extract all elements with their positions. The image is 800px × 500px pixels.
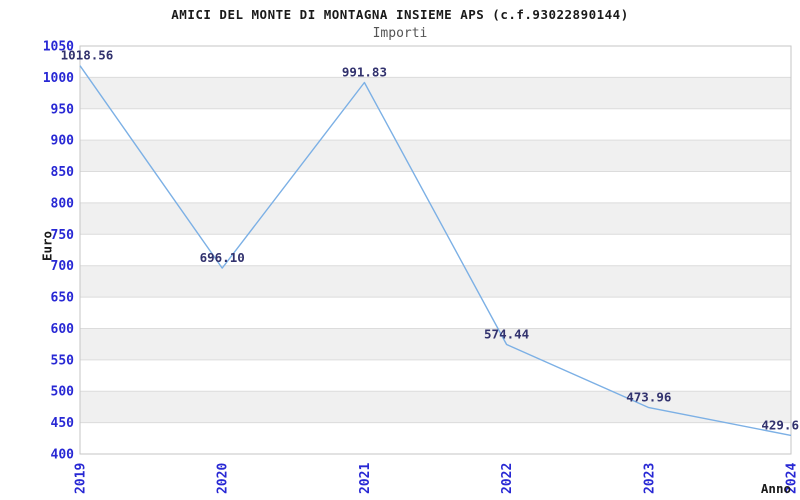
- y-tick-label: 1050: [43, 40, 74, 55]
- x-axis-title: Anno: [760, 481, 791, 496]
- x-tick-label: 2020: [216, 463, 231, 494]
- plot-band: [80, 202, 791, 235]
- plot-band: [80, 359, 791, 392]
- plot-band: [80, 328, 791, 360]
- point-label: 696.10: [200, 250, 245, 265]
- y-axis-title: Euro: [39, 230, 55, 262]
- plot-band: [80, 77, 791, 109]
- point-label: 429.6: [761, 417, 799, 432]
- x-tick-label: 2024: [785, 463, 800, 494]
- y-tick-label: 400: [51, 448, 75, 463]
- plot-band: [80, 140, 791, 172]
- plot-band: [80, 234, 791, 266]
- plot-band: [80, 171, 791, 203]
- y-tick-label: 700: [51, 259, 75, 274]
- y-tick-label: 900: [51, 134, 75, 149]
- y-tick-label: 750: [51, 228, 75, 243]
- y-tick-label: 550: [51, 353, 75, 368]
- x-tick-label: 2023: [642, 463, 657, 494]
- y-tick-label: 500: [51, 385, 75, 400]
- data-line: [79, 65, 792, 437]
- plot-band: [80, 108, 791, 141]
- chart-title: AMICI DEL MONTE DI MONTAGNA INSIEME APS …: [171, 7, 629, 22]
- point-label: 473.96: [626, 390, 671, 405]
- point-label: 574.44: [484, 327, 529, 342]
- plot-band: [80, 265, 791, 298]
- plot-border: [79, 45, 792, 455]
- y-tick-label: 800: [51, 196, 75, 211]
- plot-band: [80, 46, 791, 78]
- plot-band: [80, 297, 791, 329]
- y-tick-label: 950: [51, 102, 75, 117]
- x-tick-label: 2022: [500, 463, 515, 494]
- chart-subtitle: Importi: [372, 26, 428, 41]
- x-tick-label: 2019: [74, 463, 89, 494]
- x-tick-label: 2021: [358, 463, 373, 494]
- y-tick-label: 850: [51, 165, 75, 180]
- y-tick-label: 600: [51, 322, 75, 337]
- plot-band: [80, 422, 791, 454]
- y-tick-label: 1000: [43, 71, 74, 86]
- point-label: 991.83: [342, 65, 387, 80]
- y-tick-label: 650: [51, 291, 75, 306]
- plot-band: [80, 391, 791, 423]
- y-tick-label: 450: [51, 416, 75, 431]
- point-label: 1018.56: [61, 48, 114, 63]
